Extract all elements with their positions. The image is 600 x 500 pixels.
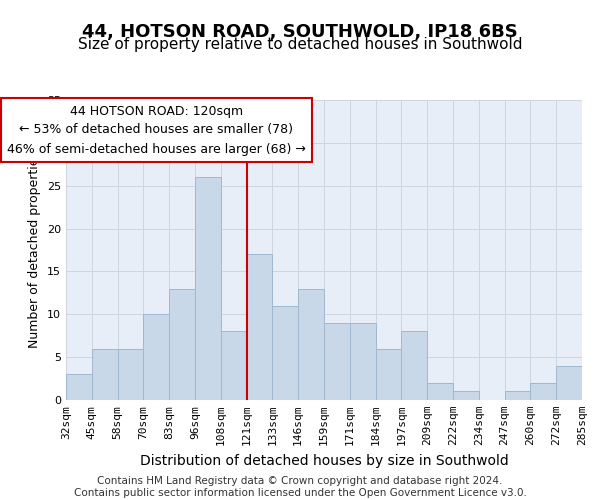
Text: Contains HM Land Registry data © Crown copyright and database right 2024.
Contai: Contains HM Land Registry data © Crown c… — [74, 476, 526, 498]
Bar — [530, 383, 556, 400]
Bar — [376, 348, 401, 400]
Text: 44, HOTSON ROAD, SOUTHWOLD, IP18 6BS: 44, HOTSON ROAD, SOUTHWOLD, IP18 6BS — [82, 22, 518, 40]
Text: Size of property relative to detached houses in Southwold: Size of property relative to detached ho… — [78, 38, 522, 52]
Bar — [247, 254, 272, 400]
Bar — [169, 288, 195, 400]
Bar — [350, 323, 376, 400]
Bar — [66, 374, 92, 400]
Bar — [143, 314, 169, 400]
Bar — [556, 366, 582, 400]
Bar — [427, 383, 453, 400]
Bar — [401, 332, 427, 400]
Bar — [298, 288, 324, 400]
Text: 44 HOTSON ROAD: 120sqm
← 53% of detached houses are smaller (78)
46% of semi-det: 44 HOTSON ROAD: 120sqm ← 53% of detached… — [7, 104, 306, 156]
Bar — [195, 177, 221, 400]
Bar — [118, 348, 143, 400]
Bar — [92, 348, 118, 400]
Bar — [324, 323, 350, 400]
Bar — [505, 392, 530, 400]
Bar — [221, 332, 247, 400]
Bar — [272, 306, 298, 400]
X-axis label: Distribution of detached houses by size in Southwold: Distribution of detached houses by size … — [140, 454, 508, 468]
Y-axis label: Number of detached properties: Number of detached properties — [28, 152, 41, 348]
Bar — [453, 392, 479, 400]
